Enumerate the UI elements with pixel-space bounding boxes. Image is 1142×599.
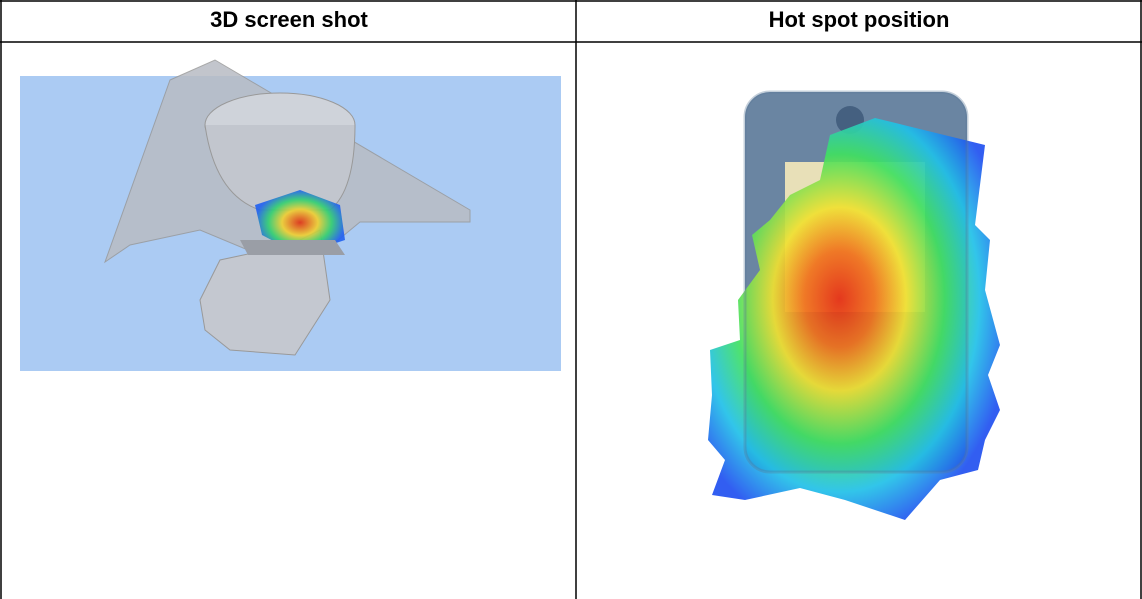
hot-spot-image [708, 90, 1000, 520]
header-cell: 3D screen shot [210, 7, 368, 32]
screenshot-3d [20, 59, 561, 371]
header-cell: Hot spot position [768, 7, 950, 32]
